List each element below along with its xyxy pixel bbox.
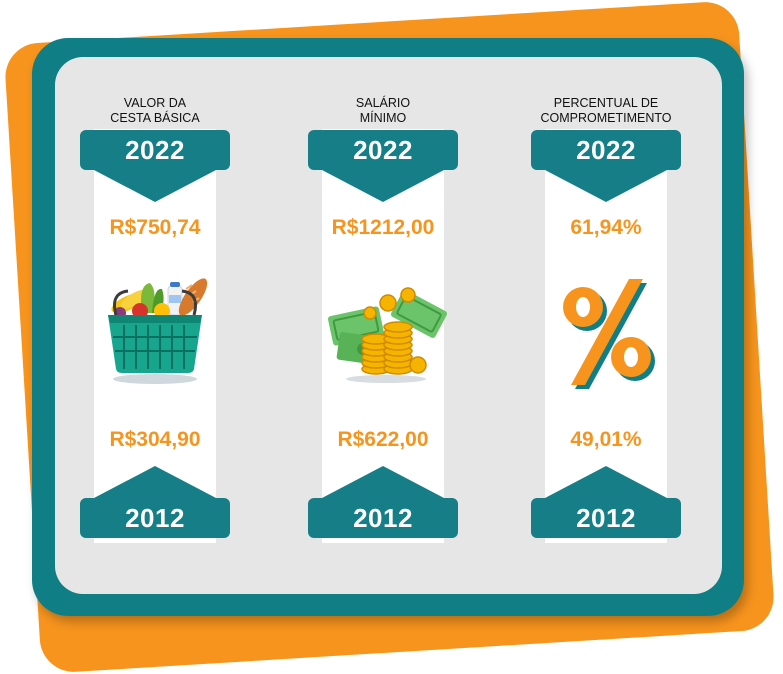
value-2012: R$622,00	[337, 428, 429, 451]
column-title: PERCENTUAL DE COMPROMETIMENTO	[540, 96, 672, 125]
year-badge-bottom: 2012	[308, 498, 458, 538]
arrow-down-icon	[94, 170, 216, 202]
value-2022: R$750,74	[109, 216, 201, 239]
year-badge-bottom: 2012	[531, 498, 681, 538]
money-coins-icon	[308, 273, 458, 393]
arrow-down-icon	[322, 170, 444, 202]
column-title: SALÁRIO MÍNIMO	[355, 96, 411, 125]
arrow-up-icon	[94, 466, 216, 498]
year-badge-bottom: 2012	[80, 498, 230, 538]
column-title: VALOR DA CESTA BÁSICA	[110, 96, 200, 125]
value-2022: R$1212,00	[331, 216, 435, 239]
column-salario-minimo: SALÁRIO MÍNIMO 2022 R$1212,00	[308, 93, 458, 546]
year-badge-top: 2022	[308, 130, 458, 170]
value-2012: R$304,90	[109, 428, 201, 451]
percent-icon	[531, 273, 681, 393]
arrow-up-icon	[545, 466, 667, 498]
column-percentual: PERCENTUAL DE COMPROMETIMENTO 2022 61,94…	[531, 93, 681, 546]
value-2012: 49,01%	[570, 428, 642, 451]
year-badge-top: 2022	[531, 130, 681, 170]
grocery-basket-icon	[80, 273, 230, 393]
value-2022: 61,94%	[570, 216, 642, 239]
year-badge-top: 2022	[80, 130, 230, 170]
arrow-up-icon	[322, 466, 444, 498]
arrow-down-icon	[545, 170, 667, 202]
column-cesta-basica: VALOR DA CESTA BÁSICA 2022 R$750,74	[80, 93, 230, 546]
